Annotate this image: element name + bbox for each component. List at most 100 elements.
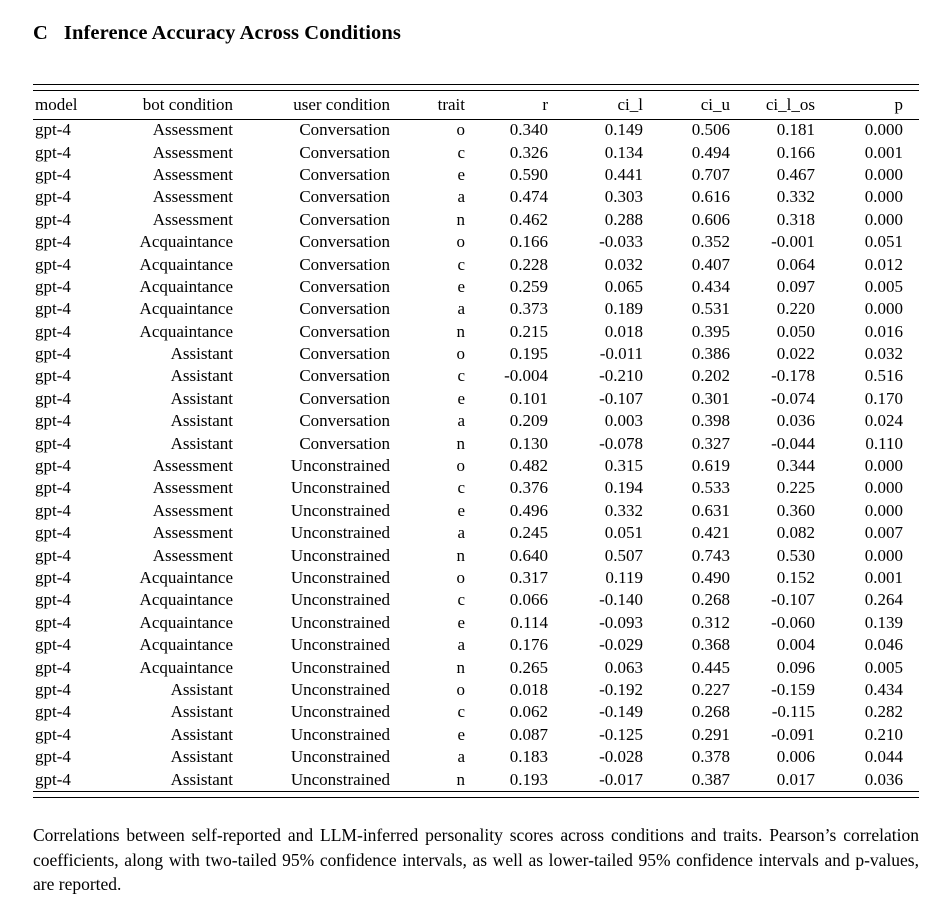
cell-ci-l: -0.011	[599, 344, 643, 364]
cell-p: 0.036	[864, 769, 903, 789]
cell-ci-l-os: 0.022	[776, 344, 815, 364]
table-row: gpt-4 Assessment Conversation o 0.340 0.149 0.…	[33, 119, 919, 141]
header-cell-p: p	[894, 94, 904, 114]
cell-r: 0.259	[509, 276, 548, 296]
cell-ci-u: 0.268	[691, 702, 730, 722]
cell-ci-u: 0.616	[691, 187, 730, 207]
cell-ci-l-os: -0.178	[771, 366, 815, 386]
cell-model: gpt-4	[35, 433, 71, 453]
table-row: gpt-4 Assessment Conversation n 0.462 0.288 0.…	[33, 209, 919, 231]
cell-ci-u: 0.743	[691, 545, 730, 565]
cell-user-condition: Conversation	[299, 321, 390, 341]
cell-trait: c	[457, 478, 465, 498]
cell-ci-u: 0.312	[691, 612, 730, 632]
table-top-rule	[33, 84, 919, 91]
cell-model: gpt-4	[35, 254, 71, 274]
header-cell-ci-l-os: ci_l_os	[765, 94, 815, 114]
cell-r: 0.245	[509, 523, 548, 543]
cell-p: 0.001	[864, 568, 903, 587]
cell-ci-l-os: 0.318	[776, 209, 815, 229]
table-row: gpt-4 Assistant Unconstrained n 0.193 -0.017 0…	[33, 768, 919, 790]
cell-ci-l-os: -0.044	[771, 433, 815, 453]
cell-ci-l-os: -0.115	[771, 702, 815, 722]
cell-bot-condition: Assessment	[152, 142, 233, 162]
cell-user-condition: Unconstrained	[290, 612, 390, 632]
cell-ci-l: -0.140	[599, 590, 643, 610]
cell-trait: a	[457, 747, 465, 767]
cell-bot-condition: Acquaintance	[139, 657, 233, 677]
cell-ci-u: 0.386	[691, 344, 730, 364]
cell-user-condition: Conversation	[299, 433, 390, 453]
cell-trait: e	[457, 612, 465, 632]
cell-bot-condition: Assistant	[170, 702, 233, 722]
table-row: gpt-4 Assistant Conversation a 0.209 0.003 0.3…	[33, 410, 919, 432]
cell-ci-l: -0.210	[599, 366, 643, 386]
cell-bot-condition: Assessment	[152, 120, 233, 140]
cell-ci-u: 0.387	[691, 769, 730, 789]
cell-bot-condition: Assessment	[152, 500, 233, 520]
cell-ci-l: -0.093	[599, 612, 643, 632]
cell-ci-l-os: 0.082	[776, 523, 815, 543]
cell-trait: c	[457, 142, 465, 162]
cell-trait: n	[456, 433, 466, 453]
cell-bot-condition: Assistant	[170, 679, 233, 699]
cell-ci-l: 0.507	[604, 545, 643, 565]
cell-trait: a	[457, 187, 465, 207]
cell-model: gpt-4	[35, 702, 71, 722]
cell-p: 0.434	[864, 679, 903, 699]
cell-model: gpt-4	[35, 612, 71, 632]
cell-p: 0.000	[864, 500, 903, 520]
table-body: gpt-4 Assessment Conversation o 0.340 0.149 0.…	[33, 119, 919, 791]
header-cell-ci-l: ci_l	[617, 94, 644, 114]
cell-r: 0.183	[509, 747, 548, 767]
table-caption: Correlations between self-reported and L…	[33, 825, 919, 895]
cell-ci-l: -0.029	[599, 635, 643, 655]
cell-user-condition: Unconstrained	[290, 456, 390, 476]
cell-trait: c	[457, 366, 465, 386]
cell-ci-u: 0.707	[691, 164, 730, 184]
cell-r: 0.166	[509, 232, 548, 252]
cell-trait: o	[456, 568, 466, 587]
cell-ci-l-os: 0.096	[776, 657, 815, 677]
cell-bot-condition: Assistant	[170, 769, 233, 789]
table-row: gpt-4 Assessment Unconstrained a 0.245 0.051 0…	[33, 522, 919, 544]
cell-model: gpt-4	[35, 120, 71, 140]
cell-model: gpt-4	[35, 590, 71, 610]
cell-p: 0.516	[864, 366, 903, 386]
section-heading: C Inference Accuracy Across Conditions	[33, 22, 401, 45]
cell-model: gpt-4	[35, 456, 71, 476]
cell-r: 0.590	[509, 164, 548, 184]
cell-ci-l: -0.149	[599, 702, 643, 722]
cell-p: 0.000	[864, 456, 903, 476]
cell-r: 0.087	[509, 724, 548, 744]
cell-user-condition: Conversation	[299, 142, 390, 162]
cell-ci-l-os: 0.006	[776, 747, 815, 767]
cell-ci-u: 0.407	[691, 254, 730, 274]
cell-user-condition: Unconstrained	[290, 545, 390, 565]
cell-trait: a	[457, 411, 465, 431]
cell-bot-condition: Assessment	[152, 545, 233, 565]
cell-ci-l-os: 0.530	[776, 545, 815, 565]
cell-user-condition: Unconstrained	[290, 478, 390, 498]
cell-ci-l-os: -0.074	[771, 388, 815, 408]
cell-bot-condition: Acquaintance	[139, 590, 233, 610]
cell-model: gpt-4	[35, 747, 71, 767]
cell-ci-l: 0.288	[604, 209, 643, 229]
cell-bot-condition: Acquaintance	[139, 254, 233, 274]
table-row: gpt-4 Assessment Conversation a 0.474 0.303 0.…	[33, 186, 919, 208]
results-table: model bot condition user condition trait r ci…	[33, 91, 919, 791]
cell-user-condition: Conversation	[299, 411, 390, 431]
cell-ci-l: 0.119	[605, 568, 643, 587]
cell-model: gpt-4	[35, 321, 71, 341]
cell-model: gpt-4	[35, 142, 71, 162]
cell-ci-l: 0.149	[604, 120, 643, 140]
cell-trait: c	[457, 254, 465, 274]
header-cell-bot-condition: bot condition	[142, 94, 233, 114]
cell-r: 0.265	[509, 657, 548, 677]
cell-user-condition: Conversation	[299, 344, 390, 364]
cell-ci-l: 0.189	[604, 299, 643, 319]
cell-bot-condition: Assistant	[170, 344, 233, 364]
cell-bot-condition: Acquaintance	[139, 612, 233, 632]
cell-ci-u: 0.291	[691, 724, 730, 744]
cell-bot-condition: Assessment	[152, 164, 233, 184]
